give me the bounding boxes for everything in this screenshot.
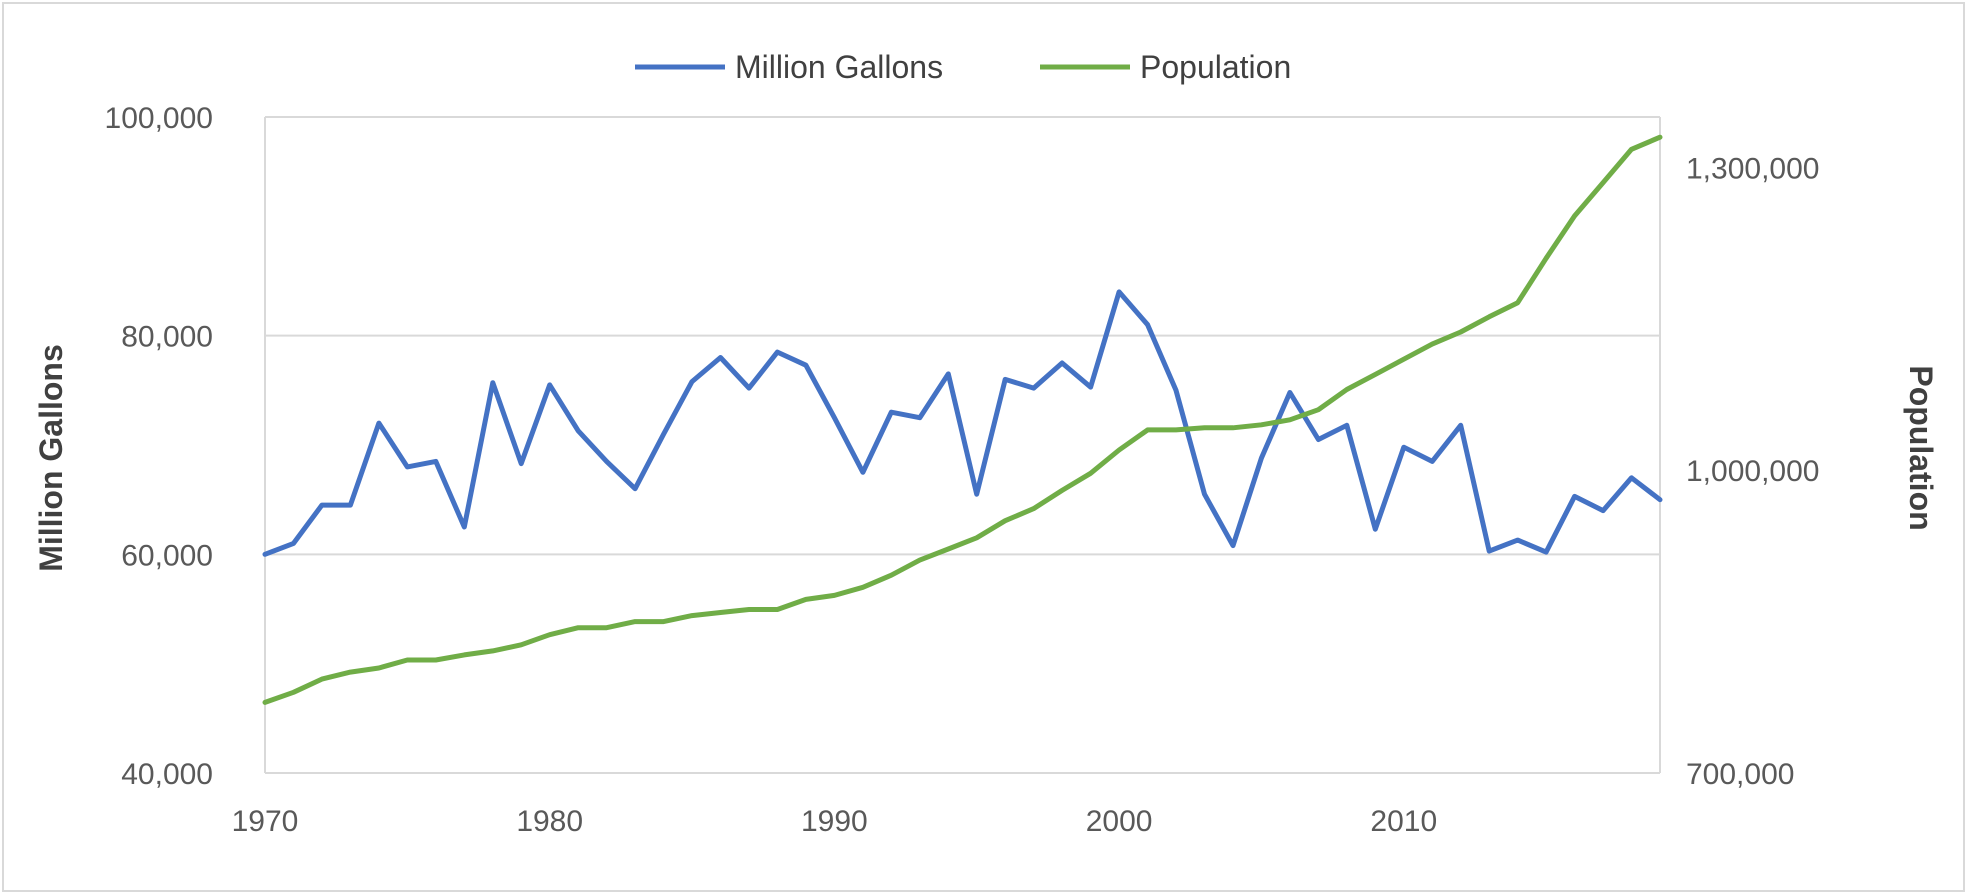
left-tick-label-2: 80,000 — [121, 321, 213, 354]
x-tick-label-4: 2010 — [1370, 805, 1437, 838]
left-tick-label-3: 100,000 — [105, 102, 213, 135]
legend: Million Gallons Population — [635, 49, 1291, 85]
plot-frame — [264, 117, 1661, 773]
x-axis-ticks: 1970 1980 1990 2000 2010 — [232, 805, 1438, 838]
series-line-million-gallons — [262, 289, 1663, 557]
right-axis-ticks: 700,000 1,000,000 1,300,000 — [1686, 152, 1819, 791]
right-axis-title: Population — [1903, 365, 1939, 530]
right-tick-label-2: 1,300,000 — [1686, 152, 1819, 185]
x-tick-label-3: 2000 — [1086, 805, 1153, 838]
left-axis-ticks: 40,000 60,000 80,000 100,000 — [105, 102, 213, 791]
series-layer — [262, 134, 1663, 705]
left-tick-label-0: 40,000 — [121, 758, 213, 791]
legend-label-million-gallons: Million Gallons — [735, 49, 943, 85]
left-tick-label-1: 60,000 — [121, 539, 213, 572]
x-tick-label-0: 1970 — [232, 805, 299, 838]
right-tick-label-0: 700,000 — [1686, 758, 1794, 791]
right-tick-label-1: 1,000,000 — [1686, 455, 1819, 488]
series-line-population — [262, 134, 1663, 705]
legend-label-population: Population — [1140, 49, 1291, 85]
left-axis-title: Million Gallons — [33, 344, 69, 572]
gridlines — [265, 116, 1660, 774]
x-tick-label-1: 1980 — [516, 805, 583, 838]
x-tick-label-2: 1990 — [801, 805, 868, 838]
